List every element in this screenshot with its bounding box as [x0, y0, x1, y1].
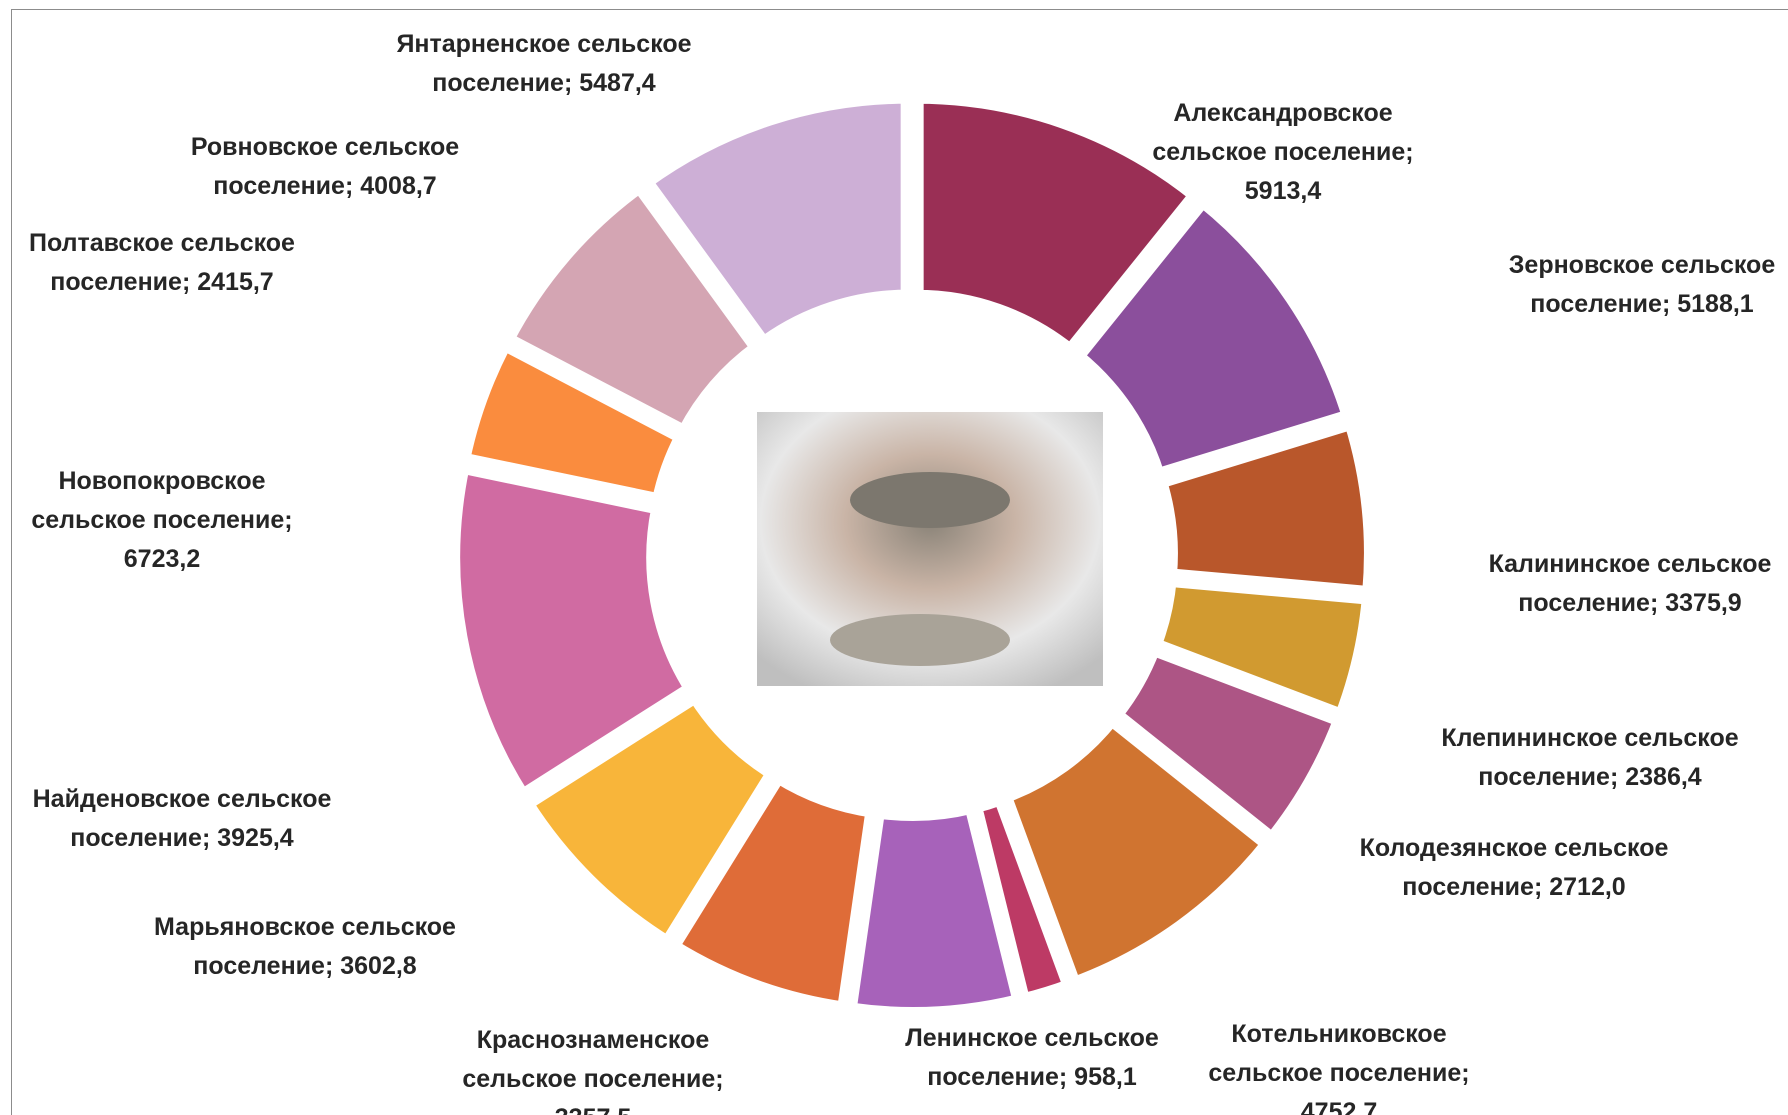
data-label: Зерновское сельское поселение; 5188,1: [1472, 246, 1788, 324]
coins-in-hands: [850, 472, 1010, 528]
data-label: Новопокровское сельское поселение; 6723,…: [12, 462, 312, 579]
data-label: Клепининское сельское поселение; 2386,4: [1420, 719, 1760, 797]
data-label: Найденовское сельское поселение; 3925,4: [12, 780, 352, 858]
data-label: Ровновское сельское поселение; 4008,7: [155, 128, 495, 206]
data-label: Марьяновское сельское поселение; 3602,8: [135, 908, 475, 986]
data-label: Калининское сельское поселение; 3375,9: [1460, 545, 1788, 623]
data-label: Полтавское сельское поселение; 2415,7: [0, 224, 332, 302]
data-label: Колодезянское сельское поселение; 2712,0: [1344, 829, 1684, 907]
data-label: Янтарненское сельское поселение; 5487,4: [374, 25, 714, 103]
data-label: Александровское сельское поселение; 5913…: [1133, 94, 1433, 211]
data-label: Котельниковское сельское поселение; 4752…: [1189, 1015, 1489, 1115]
data-label: Ленинское сельское поселение; 958,1: [862, 1019, 1202, 1097]
page: Александровское сельское поселение; 5913…: [0, 0, 1788, 1115]
data-label: Краснознаменское сельское поселение; 335…: [443, 1021, 743, 1115]
coins-pile: [830, 614, 1010, 666]
